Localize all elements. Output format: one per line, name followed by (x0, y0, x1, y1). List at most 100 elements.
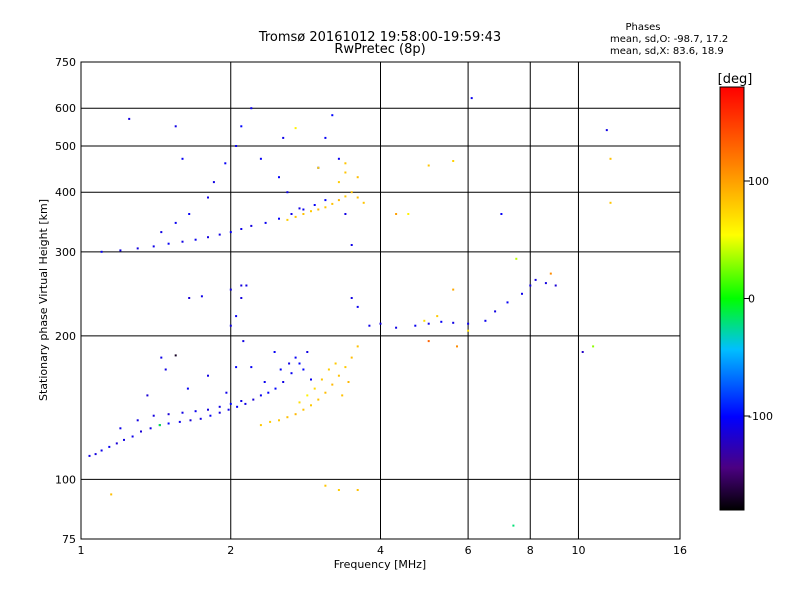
o-mode-point (470, 97, 473, 100)
o-mode-point (188, 297, 191, 299)
x-mode-point (286, 416, 289, 419)
y-tick-label: 200 (55, 330, 76, 343)
o-mode-point (263, 381, 266, 383)
chart-subtitle: RwPretec (8p) (334, 42, 425, 57)
x-mode-point (324, 206, 327, 209)
o-mode-point (119, 427, 122, 430)
o-mode-point (218, 405, 221, 408)
x-mode-point (452, 288, 455, 291)
o-mode-point (188, 213, 191, 215)
x-mode-point (344, 162, 347, 165)
o-mode-point (227, 408, 230, 411)
o-mode-point (440, 320, 443, 323)
o-mode-point (136, 247, 139, 250)
x-mode-point (259, 424, 262, 427)
x-mode-point (310, 210, 312, 213)
x-mode-point (362, 201, 365, 204)
x-mode-point (337, 489, 340, 491)
x-mode-point (344, 171, 347, 174)
o-mode-point (207, 374, 209, 377)
o-mode-point (225, 391, 228, 394)
o-mode-point (94, 453, 97, 456)
o-mode-point (100, 449, 103, 452)
colorbar-label: [deg] (718, 72, 753, 87)
o-mode-point (167, 422, 170, 425)
o-mode-point (250, 366, 253, 369)
o-mode-point (200, 295, 203, 298)
x-mode-point (427, 164, 430, 167)
o-mode-point (131, 435, 134, 438)
o-mode-point (128, 117, 131, 120)
x-mode-point (356, 196, 359, 199)
x-mode-point (337, 181, 340, 184)
x-mode-point (306, 394, 309, 397)
o-mode-point (229, 402, 232, 405)
o-mode-point (310, 378, 312, 381)
o-mode-point (194, 238, 197, 241)
o-mode-point (282, 136, 285, 139)
info-box-line1: mean, sd,O: -98.7, 17.2 (610, 34, 728, 45)
o-mode-point (395, 326, 398, 329)
y-axis-ticks: 75 100 200 300 400 500 600 750 (55, 56, 76, 546)
o-mode-point (350, 244, 353, 246)
o-mode-point (554, 284, 557, 287)
o-mode-point (244, 402, 247, 405)
o-mode-point (209, 414, 212, 417)
x-mode-point (344, 195, 347, 198)
o-mode-point (259, 157, 262, 160)
data-points (88, 97, 612, 527)
o-mode-point (240, 125, 243, 128)
x-mode-point (313, 387, 316, 390)
o-mode-point (306, 351, 309, 353)
x-mode-point (395, 213, 398, 215)
x-mode-point (427, 340, 430, 343)
o-mode-point (290, 213, 293, 215)
x-mode-point (110, 493, 113, 496)
o-mode-point (240, 284, 243, 287)
o-mode-point (414, 324, 417, 327)
o-mode-point (229, 288, 232, 291)
x-tick-label: 6 (465, 544, 472, 557)
x-mode-point (310, 404, 312, 407)
o-mode-point (290, 372, 293, 375)
x-mode-point (331, 202, 334, 205)
o-mode-point (136, 419, 139, 422)
o-mode-point (240, 400, 243, 402)
x-mode-point (324, 484, 327, 487)
o-mode-point (152, 414, 155, 417)
x-mode-point (341, 394, 344, 397)
x-mode-point (549, 272, 552, 275)
x-axis-ticks: 1 2 4 6 8 10 16 (78, 544, 688, 557)
o-mode-point (350, 297, 353, 299)
x-mode-point (456, 345, 458, 348)
x-tick-label: 8 (527, 544, 534, 557)
x-tick-label: 2 (227, 544, 234, 557)
o-mode-point (218, 411, 221, 414)
o-mode-point (123, 438, 125, 441)
o-mode-point (212, 181, 215, 184)
x-mode-point (334, 362, 337, 365)
o-mode-point (506, 301, 509, 304)
o-mode-point (218, 233, 221, 236)
x-tick-label: 1 (78, 544, 85, 557)
o-mode-point (294, 356, 297, 359)
y-axis-label: Stationary phase Virtual Height [km] (37, 199, 50, 401)
o-mode-point (235, 315, 238, 318)
x-mode-point (356, 176, 359, 179)
colorbar-tick-label: 100 (748, 175, 769, 188)
x-mode-point (609, 157, 612, 160)
colorbar-tick-label: -100 (748, 410, 773, 423)
y-tick-label: 750 (55, 56, 76, 69)
o-mode-point (235, 145, 238, 147)
o-mode-point (119, 249, 122, 252)
o-mode-point (331, 114, 334, 117)
o-mode-point (181, 157, 184, 160)
x-mode-point (350, 191, 353, 194)
o-mode-point (259, 394, 262, 397)
x-mode-point (320, 378, 323, 381)
o-mode-point (500, 213, 503, 215)
x-mode-point (609, 201, 612, 204)
o-mode-point (242, 340, 245, 343)
o-mode-point (274, 387, 277, 390)
